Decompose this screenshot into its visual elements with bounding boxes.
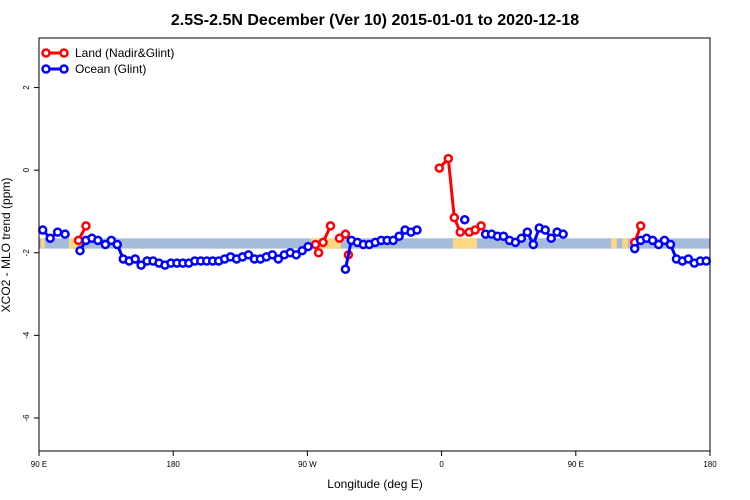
y-tick-label: -6 (22, 414, 31, 422)
data-point (434, 163, 445, 173)
data-point (449, 212, 460, 223)
x-tick-label: 0 (439, 460, 444, 469)
data-point (659, 235, 670, 246)
data-point (540, 225, 550, 235)
y-axis-label: XCO2 - MLO trend (ppm) (0, 178, 13, 313)
data-point (37, 225, 48, 235)
y-tick-label: 0 (22, 167, 31, 172)
data-point (476, 221, 486, 231)
y-tick-label: 2 (22, 85, 31, 90)
data-point (653, 239, 664, 250)
land-band-segment (622, 238, 628, 249)
data-point (528, 239, 539, 250)
data-point (273, 254, 284, 264)
plot-frame (38, 37, 711, 452)
data-point (303, 241, 313, 252)
data-point (310, 239, 321, 250)
x-tick-label: 90 E (31, 460, 47, 469)
x-axis: 90 E 180 90 W 0 90 E 180 (31, 451, 717, 469)
data-point (647, 235, 658, 246)
data-point (665, 239, 676, 250)
data-point (81, 221, 91, 231)
data-point (45, 233, 55, 244)
data-point (73, 235, 84, 246)
x-tick-label: 180 (167, 460, 181, 469)
data-point (325, 221, 336, 231)
data-point (297, 245, 307, 256)
data-point (313, 248, 324, 258)
data-point (394, 231, 404, 241)
y-axis: 2 0 -2 -4 -6 (22, 85, 39, 422)
legend-marker (59, 64, 69, 74)
x-axis-label: Longitude (deg E) (327, 477, 422, 491)
data-point (93, 235, 103, 246)
legend-item: Ocean (Glint) (41, 62, 146, 76)
data-point (100, 239, 111, 250)
legend-marker (41, 64, 51, 74)
data-point (318, 237, 328, 248)
data-point (340, 264, 351, 275)
ocean-series (37, 214, 712, 275)
legend: Land (Nadir&Glint) Ocean (Glint) (41, 46, 174, 76)
land-band-segment (452, 238, 478, 249)
data-point (455, 227, 465, 237)
data-point (243, 250, 254, 260)
data-point (629, 243, 640, 254)
data-point (546, 233, 556, 244)
plot-area (37, 37, 712, 452)
data-point (60, 229, 70, 239)
data-point (498, 231, 509, 241)
data-point (112, 239, 123, 250)
legend-label: Land (Nadir&Glint) (75, 46, 174, 60)
data-point (443, 153, 454, 164)
data-point (340, 229, 351, 239)
data-point (291, 250, 301, 260)
chart-title: 2.5S-2.5N December (Ver 10) 2015-01-01 t… (171, 12, 579, 29)
y-tick-label: -4 (22, 331, 31, 339)
data-point (516, 233, 527, 244)
y-tick-label: -2 (22, 249, 31, 257)
data-point (558, 229, 568, 239)
data-point (106, 235, 117, 246)
data-point (412, 225, 422, 235)
x-tick-label: 90 E (568, 460, 584, 469)
land-band-segment (611, 238, 617, 249)
data-point (75, 245, 85, 256)
data-point (334, 233, 345, 244)
data-point (635, 221, 646, 231)
x-tick-label: 180 (703, 460, 717, 469)
data-point (388, 235, 398, 246)
data-point (130, 254, 140, 264)
legend-marker (59, 48, 69, 58)
data-point (470, 225, 480, 235)
legend-item: Land (Nadir&Glint) (41, 46, 174, 60)
x-tick-label: 90 W (298, 460, 317, 469)
data-point (701, 256, 712, 266)
data-point (522, 227, 533, 237)
legend-marker (41, 48, 51, 58)
data-point (136, 260, 146, 270)
data-point (267, 250, 278, 260)
data-point (52, 227, 63, 237)
data-point (459, 214, 470, 225)
data-point (683, 254, 694, 264)
legend-label: Ocean (Glint) (75, 62, 146, 76)
land-band-segment (68, 238, 79, 249)
series-layer (37, 153, 712, 275)
land-band-segment (40, 238, 45, 249)
data-point (510, 237, 521, 248)
